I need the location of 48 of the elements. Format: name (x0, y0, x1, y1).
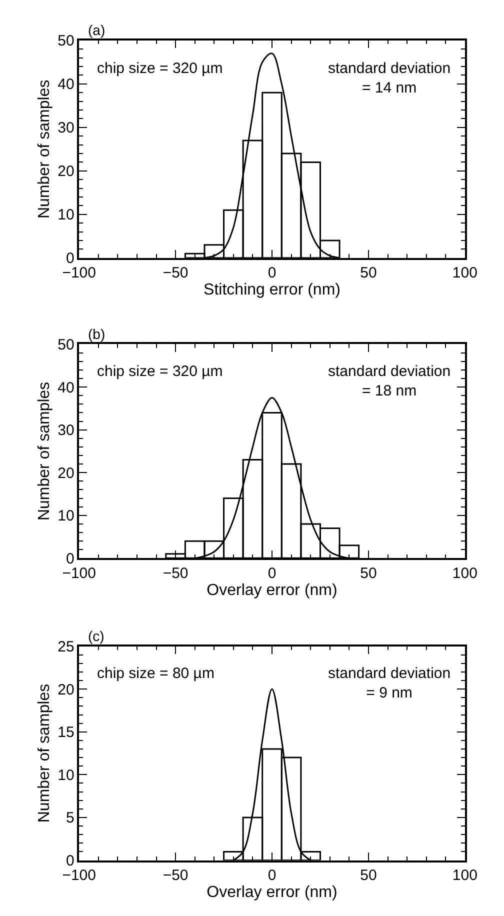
y-tick-label: 50 (58, 32, 74, 50)
y-tick-label: 20 (58, 163, 74, 180)
annotation: chip size = 80 µm (97, 665, 214, 682)
y-tick-label: 50 (58, 336, 74, 354)
y-tick-label: 30 (58, 422, 74, 440)
x-tick-label: 50 (360, 264, 377, 282)
y-tick-label: 15 (58, 724, 74, 742)
x-axis-title: Overlay error (nm) (206, 582, 338, 599)
annotation: standard deviation = 9 nm (328, 665, 451, 702)
y-tick-label: 40 (58, 379, 74, 396)
x-tick-label: 100 (452, 564, 478, 582)
x-axis-title: Overlay error (nm) (206, 884, 338, 901)
y-axis-title: Number of samples (36, 684, 54, 823)
y-tick-label: 25 (58, 638, 74, 656)
annotation: chip size = 320 µm (97, 60, 223, 77)
x-tick-label: 100 (452, 867, 478, 884)
y-axis-title: Number of samples (36, 382, 54, 521)
y-tick-label: 10 (58, 766, 74, 784)
y-tick-label: 0 (66, 550, 74, 568)
y-tick-label: 30 (58, 120, 74, 137)
y-tick-label: 20 (58, 464, 74, 482)
y-tick-label: 20 (58, 681, 74, 698)
x-tick-label: −50 (162, 264, 188, 282)
y-tick-label: 5 (66, 810, 74, 827)
y-tick-label: 10 (58, 508, 74, 525)
x-tick-label: −100 (62, 867, 96, 884)
x-tick-label: 50 (360, 867, 377, 884)
x-tick-label: −100 (62, 264, 96, 282)
annotation: standard deviation = 18 nm (328, 363, 451, 400)
chart-title: (c) (88, 628, 104, 644)
x-tick-label: 50 (360, 564, 377, 582)
x-tick-label: 0 (268, 564, 276, 582)
y-tick-label: 40 (58, 76, 74, 94)
chart-title: (a) (88, 22, 106, 38)
y-tick-label: 0 (66, 852, 74, 870)
y-tick-label: 0 (66, 250, 74, 268)
chart-title: (b) (88, 326, 106, 342)
x-tick-label: 100 (452, 264, 478, 282)
x-tick-label: −50 (162, 867, 188, 884)
y-axis-title: Number of samples (36, 80, 54, 218)
y-tick-label: 10 (58, 206, 74, 224)
x-axis-title: Stitching error (nm) (204, 282, 340, 299)
x-tick-label: 0 (268, 867, 276, 884)
annotation: chip size = 320 µm (97, 363, 223, 380)
x-tick-label: −100 (62, 564, 96, 582)
annotation: standard deviation = 14 nm (328, 60, 451, 96)
x-tick-label: −50 (162, 564, 188, 582)
x-tick-label: 0 (268, 264, 276, 282)
